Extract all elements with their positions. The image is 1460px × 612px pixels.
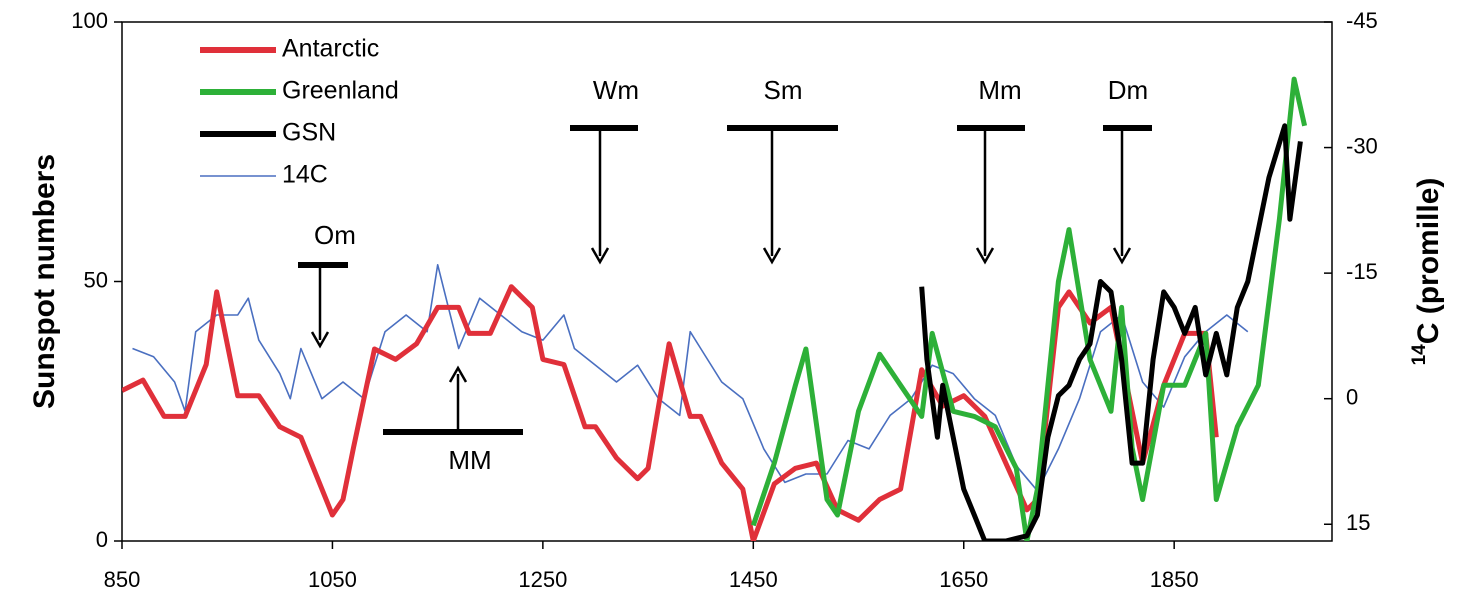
- x-tick-label: 1250: [518, 567, 567, 592]
- annotation-label: Dm: [1108, 75, 1148, 105]
- series-line: [750, 76, 1308, 541]
- y2-tick-label: 0: [1346, 385, 1358, 410]
- y2-tick-label: -30: [1346, 133, 1378, 158]
- legend-label: Antarctic: [282, 35, 379, 63]
- annotation-label: MM: [448, 445, 491, 475]
- y2-label-text: C (promille): [1412, 178, 1445, 345]
- y2-axis-label: 14C (promille): [1409, 178, 1445, 366]
- y2-tick-label: 15: [1346, 510, 1370, 535]
- annotation-label: Sm: [764, 75, 803, 105]
- x-tick-label: 1850: [1150, 567, 1199, 592]
- y2-tick-label: -15: [1346, 259, 1378, 284]
- x-tick-label: 1050: [308, 567, 357, 592]
- y-tick-label: 0: [96, 527, 108, 552]
- annotation-label: Om: [314, 220, 356, 250]
- y-axis-label: Sunspot numbers: [28, 154, 61, 409]
- y-tick-label: 100: [71, 8, 108, 33]
- legend-label: 14C: [282, 161, 328, 189]
- x-tick-label: 1650: [939, 567, 988, 592]
- annotation-label: Wm: [593, 75, 639, 105]
- annotation-shapes: [298, 125, 1152, 435]
- legend-label: Greenland: [282, 77, 399, 105]
- y-tick-label: 50: [84, 267, 108, 292]
- series-line: [919, 123, 1303, 541]
- legend-label: GSN: [282, 119, 336, 147]
- y2-label-superscript: 14: [1409, 344, 1430, 366]
- y2-tick-label: -45: [1346, 8, 1378, 33]
- x-tick-label: 850: [104, 567, 141, 592]
- annotation-label: Mm: [978, 75, 1021, 105]
- x-tick-label: 1450: [729, 567, 778, 592]
